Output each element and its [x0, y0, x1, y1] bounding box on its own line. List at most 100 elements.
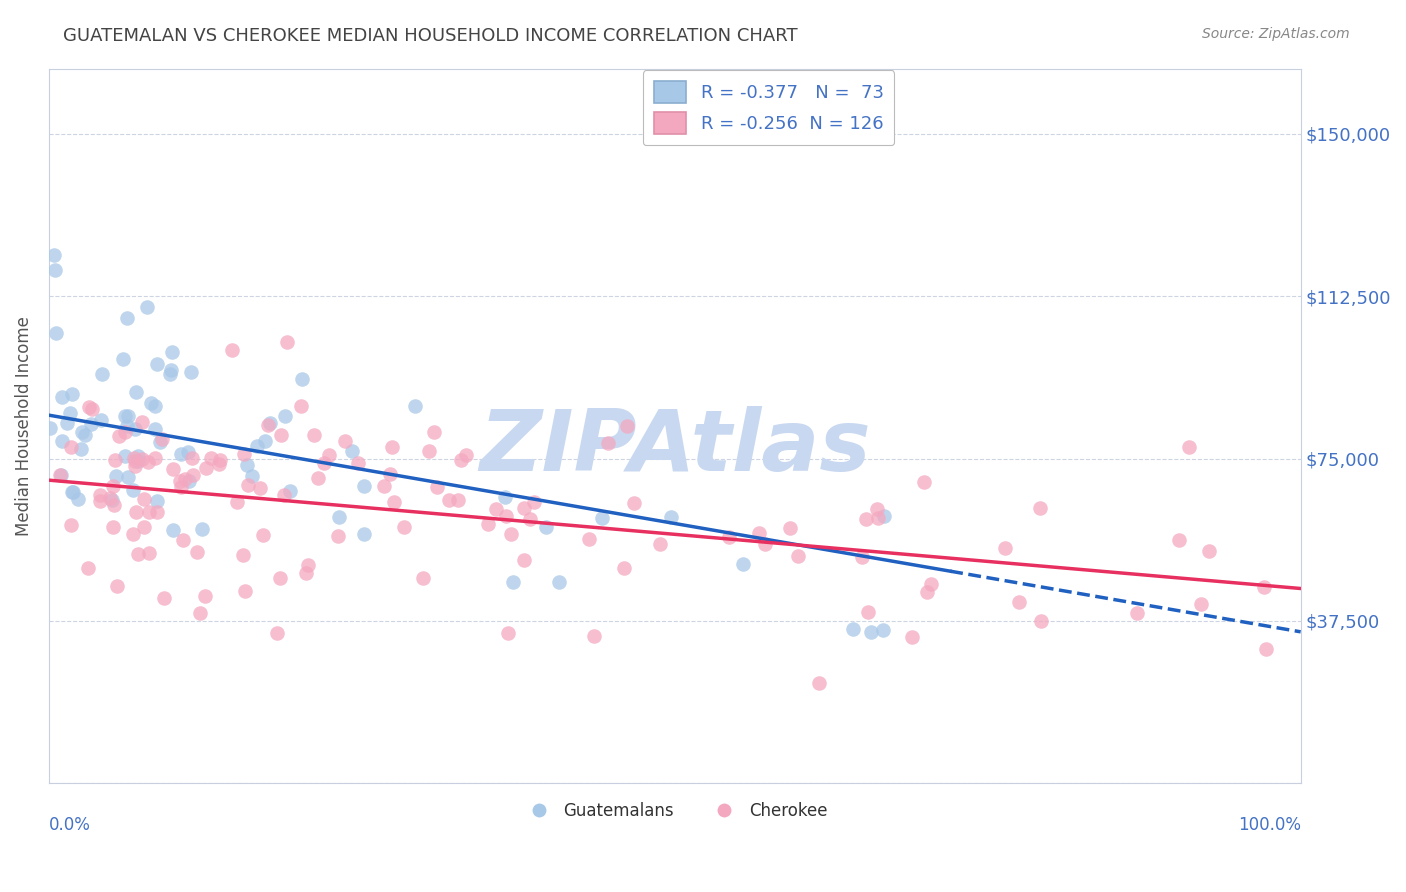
Point	[105, 468, 128, 483]
Point	[1029, 500, 1052, 515]
Point	[257, 418, 280, 433]
Point	[232, 447, 254, 461]
Point	[70, 442, 93, 456]
Point	[1189, 598, 1212, 612]
Point	[59, 518, 82, 533]
Point	[842, 622, 865, 636]
Point	[485, 502, 508, 516]
Point	[136, 300, 159, 314]
Point	[152, 591, 174, 605]
Point	[290, 399, 312, 413]
Point	[312, 456, 335, 470]
Point	[89, 494, 111, 508]
Point	[42, 248, 65, 262]
Point	[60, 441, 83, 455]
Point	[266, 625, 288, 640]
Point	[259, 416, 281, 430]
Point	[578, 532, 600, 546]
Point	[117, 310, 139, 325]
Point	[412, 571, 434, 585]
Point	[127, 547, 149, 561]
Point	[591, 511, 613, 525]
Point	[159, 363, 181, 377]
Point	[347, 457, 370, 471]
Point	[499, 527, 522, 541]
Point	[44, 263, 66, 277]
Text: 100.0%: 100.0%	[1237, 815, 1301, 834]
Point	[240, 468, 263, 483]
Point	[1254, 642, 1277, 657]
Point	[495, 509, 517, 524]
Point	[273, 488, 295, 502]
Point	[659, 510, 682, 524]
Point	[392, 520, 415, 534]
Point	[77, 561, 100, 575]
Point	[900, 630, 922, 644]
Point	[523, 495, 546, 509]
Point	[124, 454, 146, 468]
Point	[51, 434, 73, 448]
Y-axis label: Median Household Income: Median Household Income	[15, 316, 32, 536]
Point	[418, 444, 440, 458]
Point	[236, 478, 259, 492]
Point	[143, 422, 166, 436]
Point	[190, 607, 212, 621]
Point	[174, 471, 197, 485]
Point	[180, 450, 202, 465]
Point	[252, 527, 274, 541]
Point	[221, 343, 243, 358]
Point	[616, 418, 638, 433]
Point	[124, 422, 146, 436]
Point	[920, 577, 942, 591]
Point	[159, 368, 181, 382]
Point	[49, 468, 72, 483]
Point	[513, 501, 536, 516]
Point	[122, 483, 145, 497]
Point	[138, 546, 160, 560]
Point	[307, 471, 329, 485]
Point	[101, 479, 124, 493]
Point	[373, 479, 395, 493]
Point	[117, 470, 139, 484]
Point	[170, 480, 193, 494]
Point	[302, 428, 325, 442]
Point	[90, 368, 112, 382]
Point	[278, 483, 301, 498]
Point	[915, 585, 938, 599]
Point	[66, 491, 89, 506]
Point	[138, 505, 160, 519]
Point	[748, 525, 770, 540]
Point	[191, 522, 214, 536]
Point	[860, 624, 883, 639]
Point	[353, 479, 375, 493]
Point	[195, 461, 218, 475]
Point	[912, 475, 935, 490]
Point	[162, 461, 184, 475]
Point	[718, 530, 741, 544]
Point	[384, 495, 406, 509]
Point	[194, 589, 217, 603]
Point	[146, 505, 169, 519]
Point	[114, 425, 136, 439]
Point	[117, 409, 139, 424]
Point	[872, 624, 894, 638]
Point	[132, 519, 155, 533]
Point	[70, 425, 93, 440]
Point	[450, 453, 472, 467]
Point	[136, 455, 159, 469]
Point	[117, 418, 139, 433]
Point	[103, 499, 125, 513]
Point	[1125, 607, 1147, 621]
Point	[98, 491, 121, 505]
Point	[149, 435, 172, 450]
Point	[77, 401, 100, 415]
Point	[209, 453, 232, 467]
Point	[779, 521, 801, 535]
Point	[114, 449, 136, 463]
Point	[127, 454, 149, 468]
Point	[994, 541, 1017, 555]
Point	[856, 605, 879, 619]
Point	[502, 574, 524, 589]
Point	[51, 468, 73, 483]
Point	[274, 409, 297, 424]
